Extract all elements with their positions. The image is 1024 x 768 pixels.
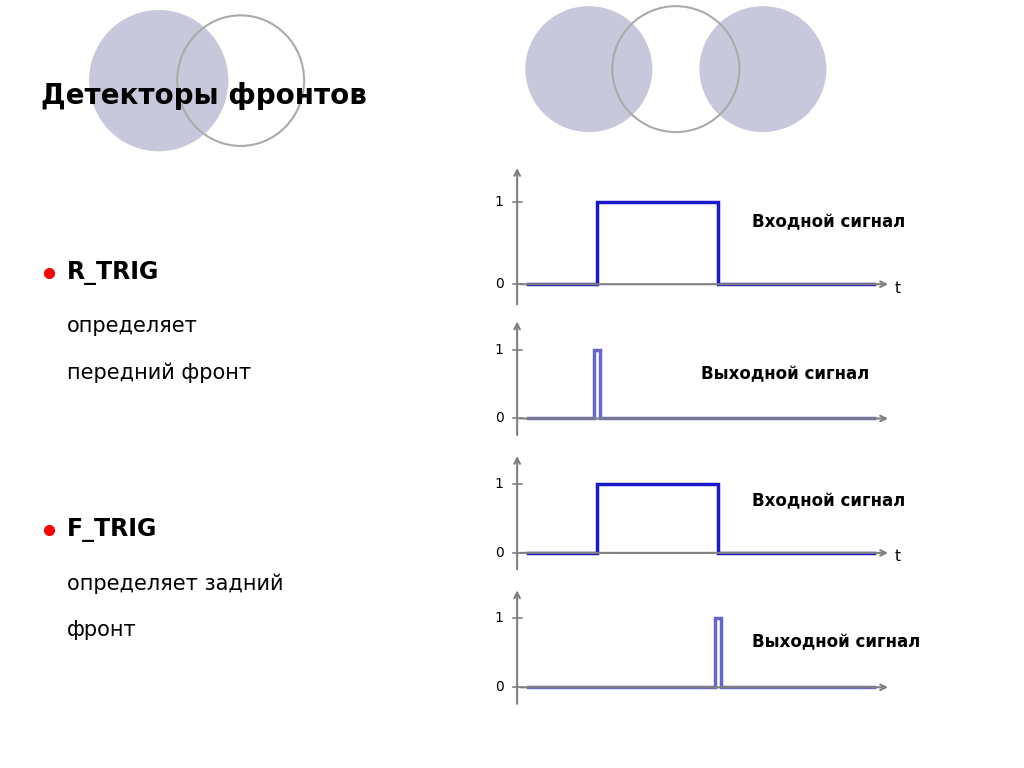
- Text: Выходной сигнал: Выходной сигнал: [753, 634, 921, 651]
- Text: определяет задний: определяет задний: [67, 574, 283, 594]
- Text: 0: 0: [495, 277, 504, 291]
- Text: 0: 0: [495, 546, 504, 560]
- Text: 1: 1: [495, 195, 504, 209]
- Text: передний фронт: передний фронт: [67, 362, 251, 382]
- Text: 1: 1: [495, 611, 504, 625]
- Text: 0: 0: [495, 412, 504, 425]
- Text: Входной сигнал: Входной сигнал: [753, 492, 905, 510]
- Text: t: t: [894, 549, 900, 564]
- Text: Входной сигнал: Входной сигнал: [753, 214, 905, 232]
- Text: фронт: фронт: [67, 620, 136, 640]
- Text: R_TRIG: R_TRIG: [67, 260, 159, 285]
- Text: определяет: определяет: [67, 316, 198, 336]
- Text: 0: 0: [495, 680, 504, 694]
- Ellipse shape: [525, 6, 652, 132]
- Ellipse shape: [699, 6, 826, 132]
- Text: 1: 1: [495, 343, 504, 356]
- Ellipse shape: [89, 10, 228, 151]
- Text: F_TRIG: F_TRIG: [67, 518, 157, 542]
- Text: Выходной сигнал: Выходной сигнал: [700, 365, 868, 382]
- Text: Детекторы фронтов: Детекторы фронтов: [41, 82, 367, 110]
- Text: t: t: [894, 281, 900, 296]
- Text: 1: 1: [495, 477, 504, 491]
